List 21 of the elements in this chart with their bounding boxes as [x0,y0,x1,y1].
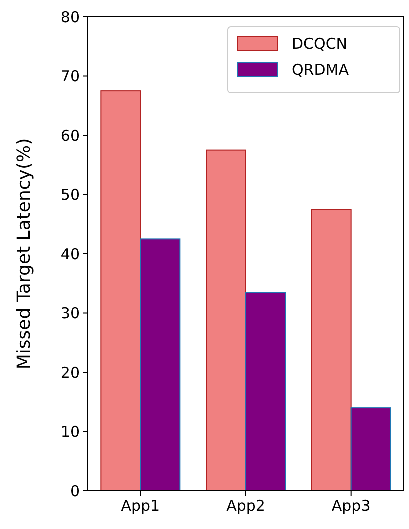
bar [311,209,352,492]
y-tick-label: 80 [60,8,80,26]
y-tick-label: 60 [60,126,80,145]
y-tick-label: 10 [60,423,80,441]
bar [350,408,392,492]
y-tick-label: 40 [60,245,80,264]
x-tick-label: App1 [121,497,160,515]
legend-label: DCQCN [292,35,348,53]
bar [140,238,181,492]
bar [206,150,246,492]
y-tick-label: 50 [60,186,80,204]
y-tick-label: 20 [60,364,80,382]
bar [246,292,286,492]
y-axis-title: Missed Target Latency(%) [14,138,35,370]
legend-label: QRDMA [292,61,350,79]
y-tick-label: 0 [70,482,80,500]
x-tick-label: App2 [226,497,266,515]
bar [100,90,142,492]
y-tick-label: 30 [60,304,80,322]
y-tick-label: 70 [60,68,80,86]
x-tick-label: App3 [332,497,371,515]
